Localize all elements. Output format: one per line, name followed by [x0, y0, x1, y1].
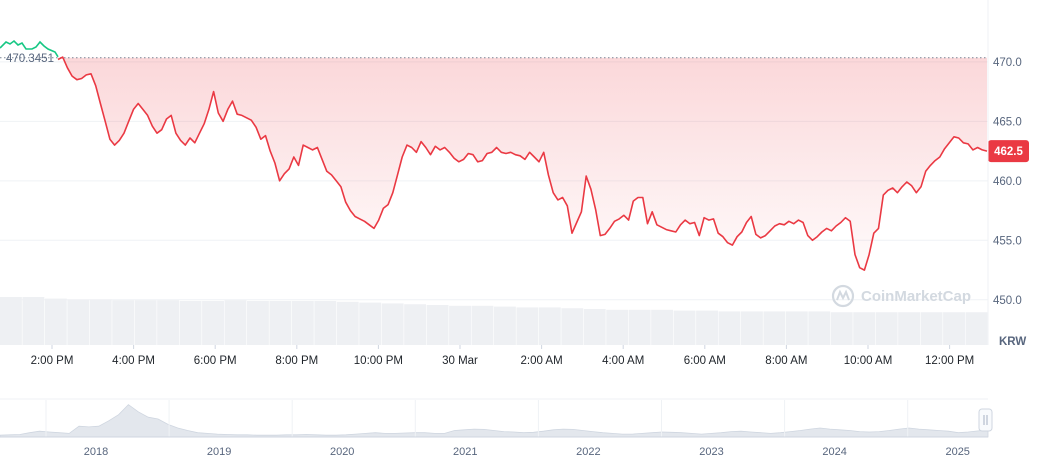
volume-bar: [920, 312, 943, 345]
volume-bar: [718, 311, 741, 345]
watermark-text: CoinMarketCap: [861, 288, 971, 305]
volume-bar: [359, 302, 382, 345]
volume-bar: [628, 309, 651, 345]
navigator-year-label: 2018: [84, 446, 108, 458]
volume-bar: [247, 301, 269, 345]
volume-bar: [179, 301, 202, 345]
navigator-year-label: 2024: [822, 446, 846, 458]
volume-bar: [651, 309, 674, 345]
volume-bar: [449, 305, 471, 345]
volume-bar: [808, 311, 831, 345]
volume-bar: [516, 307, 539, 345]
navigator-year-label: 2019: [207, 446, 231, 458]
open-price-label: 470.3451: [6, 53, 54, 65]
volume-bar: [583, 309, 606, 345]
x-tick-label: 12:00 PM: [925, 355, 974, 367]
volume-bar: [471, 305, 494, 345]
navigator-area: [0, 404, 989, 438]
volume-bar: [606, 309, 629, 345]
x-tick-label: 30 Mar: [442, 355, 478, 367]
x-tick-label: 2:00 AM: [520, 355, 562, 367]
y-tick-label: 465.0: [993, 116, 1022, 128]
x-tick-label: 4:00 AM: [602, 355, 644, 367]
price-line-up-segment: [0, 39, 59, 58]
coinmarketcap-logo-icon: [831, 284, 855, 308]
x-tick-label: 8:00 PM: [275, 355, 318, 367]
y-tick-label: 470.0: [993, 57, 1022, 69]
navigator-year-label: 2022: [576, 446, 600, 458]
volume-bar: [291, 301, 314, 345]
volume-bars: [0, 297, 988, 345]
x-tick-label: 8:00 AM: [765, 355, 807, 367]
volume-bar: [112, 300, 135, 345]
currency-unit: KRW: [999, 336, 1026, 348]
price-line: [57, 56, 988, 271]
volume-bar: [404, 304, 427, 345]
volume-bar: [763, 311, 786, 345]
navigator-year-label: 2025: [945, 446, 969, 458]
volume-bar: [965, 312, 988, 345]
volume-bar: [157, 300, 180, 345]
volume-bar: [314, 301, 337, 345]
volume-bar: [875, 312, 898, 345]
x-tick-label: 6:00 PM: [194, 355, 237, 367]
volume-bar: [269, 301, 292, 345]
volume-bar: [426, 305, 449, 345]
navigator-year-label: 2021: [453, 446, 477, 458]
volume-bar: [336, 301, 359, 345]
volume-bar: [561, 308, 584, 345]
y-axis: 470.0 465.0 460.0 455.0 450.0: [993, 57, 1022, 307]
volume-bar: [943, 312, 965, 345]
volume-bar: [89, 299, 112, 345]
volume-bar: [785, 311, 808, 345]
x-tick-label: 2:00 PM: [31, 355, 74, 367]
volume-bar: [853, 312, 876, 345]
volume-bar: [538, 307, 561, 345]
y-tick-label: 460.0: [993, 176, 1022, 188]
volume-bar: [741, 311, 763, 345]
x-axis: 2:00 PM 4:00 PM 6:00 PM 8:00 PM 10:00 PM 30 M…: [31, 345, 974, 367]
y-tick-label: 450.0: [993, 295, 1022, 307]
current-price-value: 462.5: [994, 146, 1023, 158]
volume-bar: [134, 300, 157, 345]
range-navigator[interactable]: 2018 2019 2020 2021 2022 2023 2024 2025: [0, 398, 993, 458]
current-price-badge: 462.5: [988, 140, 1029, 163]
volume-bar: [898, 312, 921, 345]
volume-bar: [381, 303, 404, 345]
x-tick-label: 10:00 AM: [844, 355, 893, 367]
navigator-year-label: 2020: [330, 446, 354, 458]
volume-bar: [0, 297, 22, 345]
x-tick-label: 6:00 AM: [684, 355, 726, 367]
navigator-year-labels: 2018 2019 2020 2021 2022 2023 2024 2025: [84, 446, 970, 458]
x-tick-label: 4:00 PM: [112, 355, 155, 367]
volume-bar: [22, 297, 45, 345]
volume-bar: [202, 301, 224, 345]
volume-bar: [696, 310, 718, 345]
volume-bar: [830, 312, 853, 345]
volume-bar: [67, 299, 90, 345]
navigator-grid: [0, 400, 988, 438]
volume-bar: [673, 310, 696, 345]
price-area: [58, 57, 987, 271]
navigator-year-label: 2023: [699, 446, 723, 458]
volume-bar: [44, 298, 67, 345]
navigator-handle[interactable]: [978, 408, 993, 432]
volume-bar: [494, 306, 516, 345]
volume-bar: [224, 300, 247, 345]
y-tick-label: 455.0: [993, 235, 1022, 247]
x-tick-label: 10:00 PM: [354, 355, 403, 367]
watermark: CoinMarketCap: [831, 284, 971, 308]
